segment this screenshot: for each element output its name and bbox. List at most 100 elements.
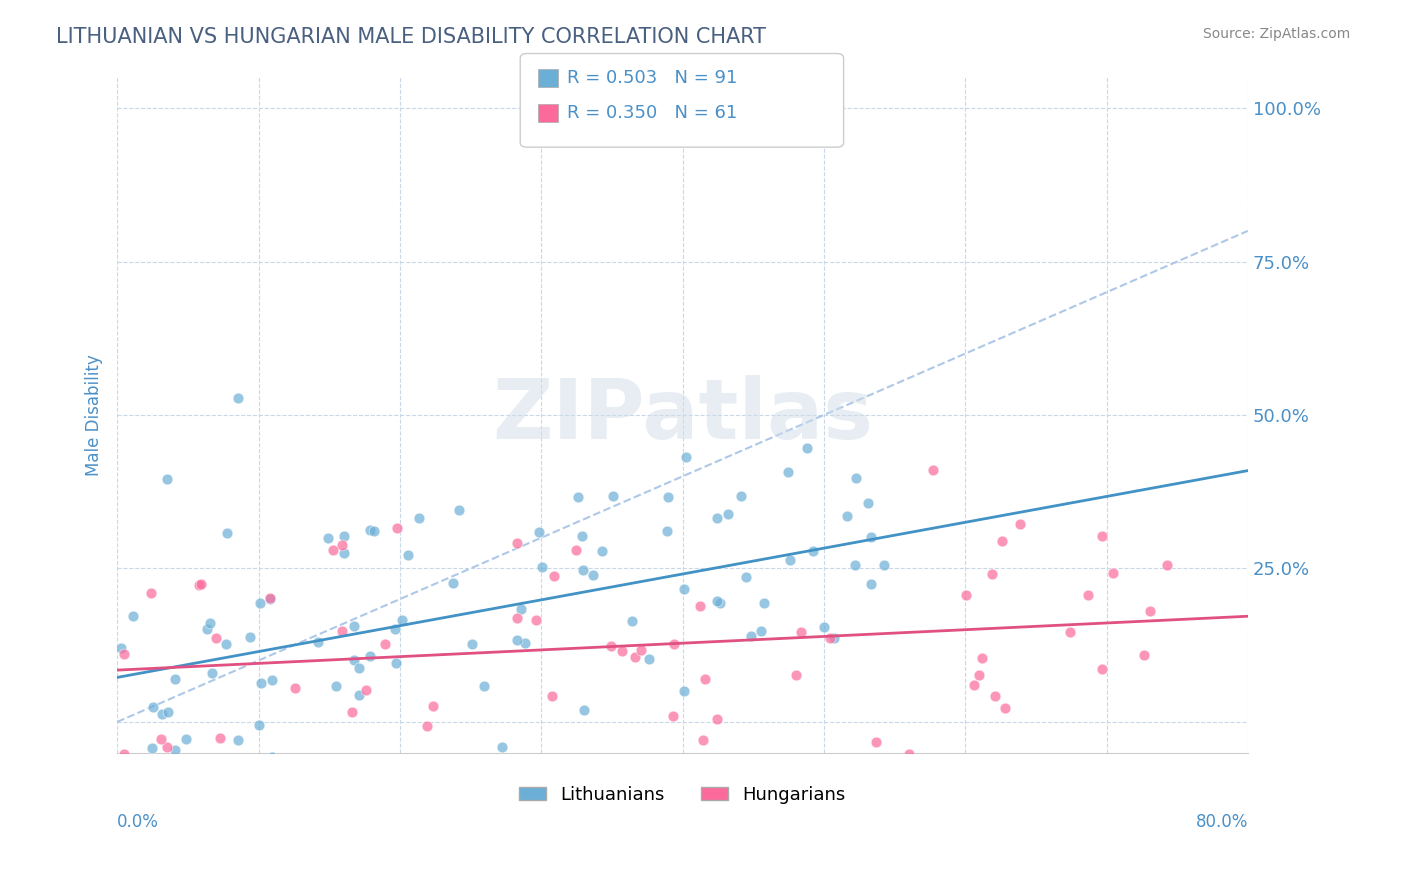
Point: [754, 596, 776, 610]
Point: [385, 521, 408, 535]
Point: [540, 689, 562, 703]
Point: [325, 679, 347, 693]
Point: [416, 718, 439, 732]
Point: [112, 647, 135, 661]
Point: [844, 558, 866, 572]
Point: [271, 770, 294, 784]
Point: [865, 735, 887, 749]
Point: [449, 503, 471, 517]
Point: [385, 657, 408, 671]
Point: [333, 529, 356, 543]
Point: [422, 698, 444, 713]
Point: [510, 602, 533, 616]
Point: [734, 570, 756, 584]
Point: [897, 747, 920, 762]
Point: [110, 640, 132, 655]
Point: [356, 682, 378, 697]
Point: [139, 585, 162, 599]
Text: 0.0%: 0.0%: [117, 814, 159, 831]
Point: [343, 619, 366, 633]
Text: LITHUANIAN VS HUNGARIAN MALE DISABILITY CORRELATION CHART: LITHUANIAN VS HUNGARIAN MALE DISABILITY …: [56, 27, 766, 46]
Point: [259, 591, 281, 606]
Point: [239, 630, 262, 644]
Point: [363, 524, 385, 538]
Point: [1091, 528, 1114, 542]
Point: [122, 609, 145, 624]
Text: ZIPatlas: ZIPatlas: [492, 375, 873, 456]
Point: [591, 544, 613, 558]
Point: [785, 668, 807, 682]
Point: [984, 689, 1007, 703]
Point: [205, 632, 228, 646]
Point: [655, 524, 678, 538]
Point: [228, 392, 250, 406]
Point: [340, 705, 363, 719]
Point: [349, 688, 371, 702]
Point: [524, 613, 547, 627]
Point: [574, 703, 596, 717]
Point: [955, 588, 977, 602]
Text: 80.0%: 80.0%: [1195, 814, 1249, 831]
Point: [188, 578, 211, 592]
Point: [150, 706, 173, 721]
Point: [716, 507, 738, 521]
Point: [823, 631, 845, 645]
Point: [706, 594, 728, 608]
Point: [994, 701, 1017, 715]
Text: R = 0.503   N = 91: R = 0.503 N = 91: [567, 69, 737, 87]
Point: [963, 677, 986, 691]
Point: [165, 672, 187, 686]
Point: [856, 496, 879, 510]
Point: [845, 471, 868, 485]
Point: [981, 566, 1004, 581]
Point: [873, 558, 896, 573]
Point: [506, 632, 529, 647]
Point: [740, 629, 762, 643]
Point: [132, 764, 155, 779]
Point: [582, 567, 605, 582]
Point: [565, 542, 588, 557]
Point: [689, 599, 711, 614]
Point: [208, 731, 231, 745]
Point: [630, 643, 652, 657]
Point: [181, 830, 204, 844]
Point: [307, 635, 329, 649]
Point: [247, 718, 270, 732]
Point: [801, 544, 824, 558]
Point: [215, 526, 238, 541]
Legend: Lithuanians, Hungarians: Lithuanians, Hungarians: [512, 779, 853, 811]
Point: [190, 577, 212, 591]
Point: [673, 684, 696, 698]
Point: [155, 472, 177, 486]
Point: [441, 576, 464, 591]
Point: [778, 466, 800, 480]
Point: [578, 800, 600, 814]
Point: [330, 539, 353, 553]
Point: [638, 651, 661, 665]
Point: [330, 624, 353, 639]
Point: [571, 563, 593, 577]
Point: [1059, 624, 1081, 639]
Point: [1101, 566, 1123, 581]
Point: [612, 644, 634, 658]
Point: [1156, 558, 1178, 573]
Point: [991, 533, 1014, 548]
Point: [506, 535, 529, 549]
Point: [571, 529, 593, 543]
Point: [198, 616, 221, 631]
Point: [163, 743, 186, 757]
Point: [860, 530, 883, 544]
Point: [818, 631, 841, 645]
Point: [195, 622, 218, 636]
Point: [156, 706, 179, 720]
Point: [249, 596, 271, 610]
Point: [491, 739, 513, 754]
Point: [262, 673, 284, 688]
Text: R = 0.350   N = 61: R = 0.350 N = 61: [567, 104, 737, 122]
Point: [408, 511, 430, 525]
Point: [969, 668, 991, 682]
Point: [1077, 588, 1099, 602]
Point: [141, 740, 163, 755]
Point: [1008, 517, 1031, 532]
Point: [859, 577, 882, 591]
